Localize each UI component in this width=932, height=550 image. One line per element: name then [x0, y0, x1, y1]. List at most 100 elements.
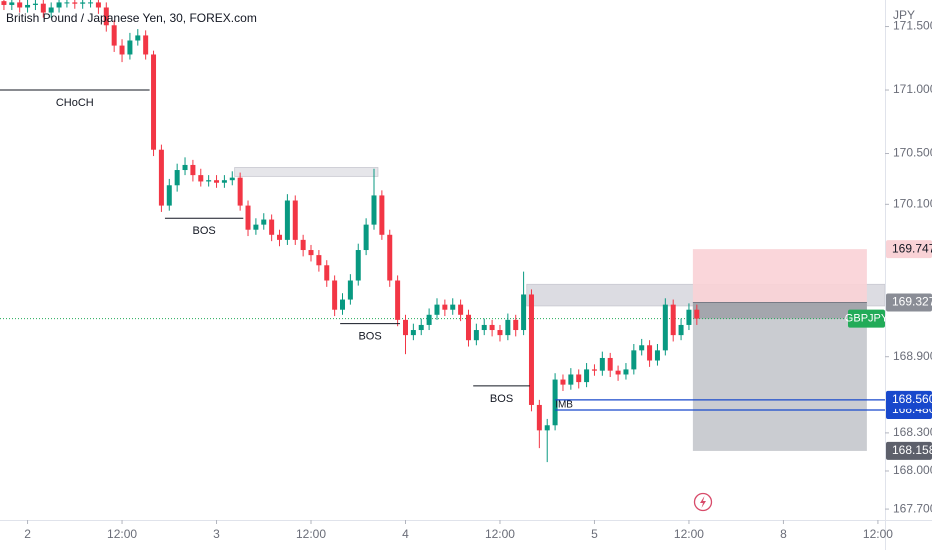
candle-body: [88, 2, 94, 4]
candle-body: [481, 324, 487, 331]
y-tick-label: 171.500: [893, 19, 932, 33]
structure-label: BOS: [358, 331, 381, 343]
candle-body: [127, 40, 133, 55]
imbalance-label: IMB: [555, 400, 573, 411]
candle-body: [80, 2, 86, 4]
target-zone: [692, 302, 867, 451]
candle-body: [639, 345, 645, 351]
x-tick-label: 12:00: [107, 527, 137, 541]
candle-body: [654, 350, 660, 361]
candle-body: [64, 2, 70, 4]
structure-label: CHoCH: [56, 97, 94, 109]
candle-body: [56, 2, 62, 8]
candle-body: [332, 280, 338, 310]
candle-body: [363, 224, 369, 251]
x-tick-label: 12:00: [296, 527, 326, 541]
supply-zone: [234, 167, 379, 177]
candle-body: [521, 294, 527, 331]
candle-body: [379, 195, 385, 235]
y-tick-label: 168.900: [893, 349, 932, 363]
x-tick-label: 12:00: [863, 527, 893, 541]
candle-body: [347, 280, 353, 300]
candle-body: [505, 319, 511, 336]
candle-body: [32, 3, 38, 5]
x-tick-label: 3: [213, 527, 220, 541]
candle-body: [269, 219, 275, 235]
candle-body: [237, 177, 243, 206]
candle-body: [340, 299, 346, 310]
candle-body: [434, 304, 440, 315]
price-tag-label: 168.560: [892, 392, 932, 406]
candle-body: [229, 177, 235, 181]
candle-body: [489, 324, 495, 331]
candle-body: [513, 319, 519, 331]
candle-body: [584, 369, 590, 383]
candle-body: [662, 304, 668, 351]
y-tick-label: 170.100: [893, 196, 932, 210]
candle-body: [214, 180, 220, 183]
candle-body: [631, 350, 637, 370]
candle-body: [143, 35, 149, 55]
price-tag-label: 168.158: [892, 443, 932, 457]
candle-body: [292, 200, 298, 240]
candle-body: [387, 234, 393, 281]
candle-body: [568, 374, 574, 385]
candle-body: [560, 379, 566, 385]
candle-body: [135, 35, 141, 41]
alert-icon[interactable]: [693, 492, 713, 512]
candle-body: [9, 2, 15, 5]
candle-body: [591, 369, 597, 371]
candle-body: [458, 304, 464, 315]
candle-body: [324, 265, 330, 281]
candle-body: [308, 250, 314, 256]
candle-body: [316, 255, 322, 266]
candle-body: [418, 324, 424, 331]
candle-body: [17, 2, 23, 8]
candle-body: [576, 374, 582, 383]
price-tag-label: 169.327: [892, 295, 932, 309]
x-tick-label: 4: [402, 527, 409, 541]
candle-body: [686, 309, 692, 325]
candle-body: [473, 330, 479, 341]
candle-body: [40, 3, 46, 13]
candle-body: [623, 369, 629, 375]
candle-body: [1, 1, 7, 5]
candle-body: [678, 324, 684, 336]
candle-body: [450, 304, 456, 310]
candle-body: [119, 45, 125, 55]
x-tick-label: 12:00: [485, 527, 515, 541]
structure-label: BOS: [193, 225, 216, 237]
price-tag: [886, 293, 932, 312]
y-tick-label: 168.300: [893, 425, 932, 439]
x-tick-label: 5: [591, 527, 598, 541]
candle-body: [371, 195, 377, 225]
candle-body: [158, 149, 164, 206]
candle-body: [95, 2, 101, 8]
price-tag: [886, 390, 932, 409]
candle-body: [544, 425, 550, 431]
candle-body: [647, 345, 653, 361]
candle-body: [284, 200, 290, 240]
candle-body: [253, 224, 259, 230]
candle-body: [395, 280, 401, 320]
symbol-tag: [848, 309, 885, 328]
plot-area: CHoCH BOS BOS BOS IMB: [0, 0, 886, 463]
candle-body: [402, 319, 408, 336]
candle-body: [190, 164, 196, 176]
currency-label: JPY: [893, 8, 915, 22]
candle-body: [355, 250, 361, 281]
x-tick-label: 8: [780, 527, 787, 541]
candle-body: [174, 170, 180, 186]
price-tag: [886, 441, 932, 460]
candle-body: [528, 294, 534, 405]
y-tick-label: 170.500: [893, 146, 932, 160]
candle-body: [72, 2, 78, 4]
x-tick-label: 12:00: [674, 527, 704, 541]
candle-body: [465, 314, 471, 341]
candle-body: [607, 357, 613, 371]
candle-body: [111, 25, 117, 46]
y-tick-label: 171.000: [893, 82, 932, 96]
candle-body: [182, 164, 188, 171]
candle-body: [245, 205, 251, 230]
